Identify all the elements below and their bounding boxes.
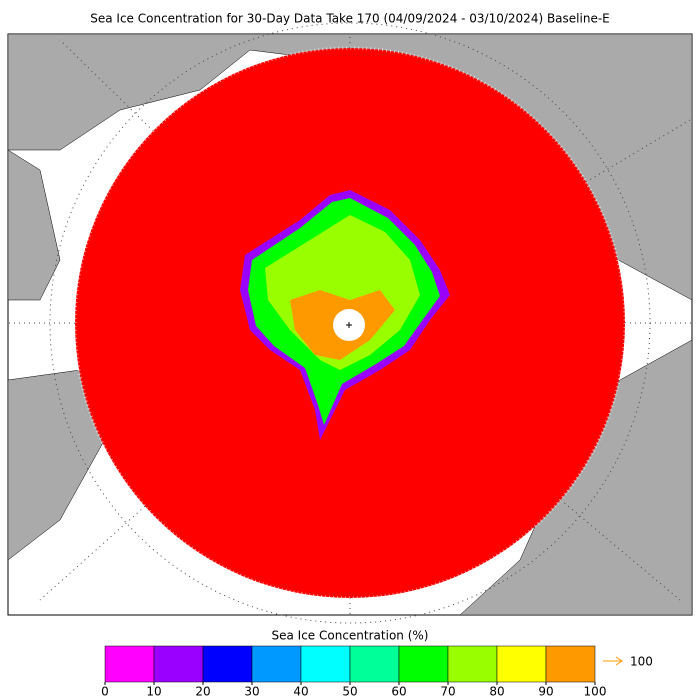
colorbar-tick-label: 20 <box>195 685 210 699</box>
colorbar-tick-label: 40 <box>293 685 308 699</box>
colorbar-segment <box>349 645 400 683</box>
pole-marker <box>346 322 352 328</box>
colorbar-segment <box>104 645 155 683</box>
map-title: Sea Ice Concentration for 30-Day Data Ta… <box>90 12 610 26</box>
colorbar-tick-label: 90 <box>538 685 553 699</box>
colorbar-title: Sea Ice Concentration (%) <box>272 629 429 643</box>
colorbar-segment <box>251 645 302 683</box>
land <box>7 369 111 561</box>
colorbar-tick-label: 60 <box>391 685 406 699</box>
land <box>7 149 61 301</box>
colorbar-tick-label: 30 <box>244 685 259 699</box>
colorbar: Sea Ice Concentration (%) 100 0 10 20 30 40 5… <box>101 629 653 699</box>
colorbar-segment <box>545 645 596 683</box>
colorbar-tick-label: 0 <box>101 685 109 699</box>
colorbar-tick-label: 10 <box>146 685 161 699</box>
colorbar-tick-label: 50 <box>342 685 357 699</box>
colorbar-segment <box>153 645 204 683</box>
colorbar-segment <box>202 645 253 683</box>
overflow-label: 100 <box>630 655 653 669</box>
colorbar-segment <box>398 645 449 683</box>
colorbar-tick-label: 80 <box>489 685 504 699</box>
map <box>7 22 693 624</box>
colorbar-segment <box>300 645 351 683</box>
colorbar-tick-label: 70 <box>440 685 455 699</box>
colorbar-segment <box>496 645 547 683</box>
colorbar-tick-label: 100 <box>584 685 607 699</box>
swath-texture <box>73 46 627 600</box>
overflow-arrow <box>603 656 623 666</box>
colorbar-segment <box>447 645 498 683</box>
